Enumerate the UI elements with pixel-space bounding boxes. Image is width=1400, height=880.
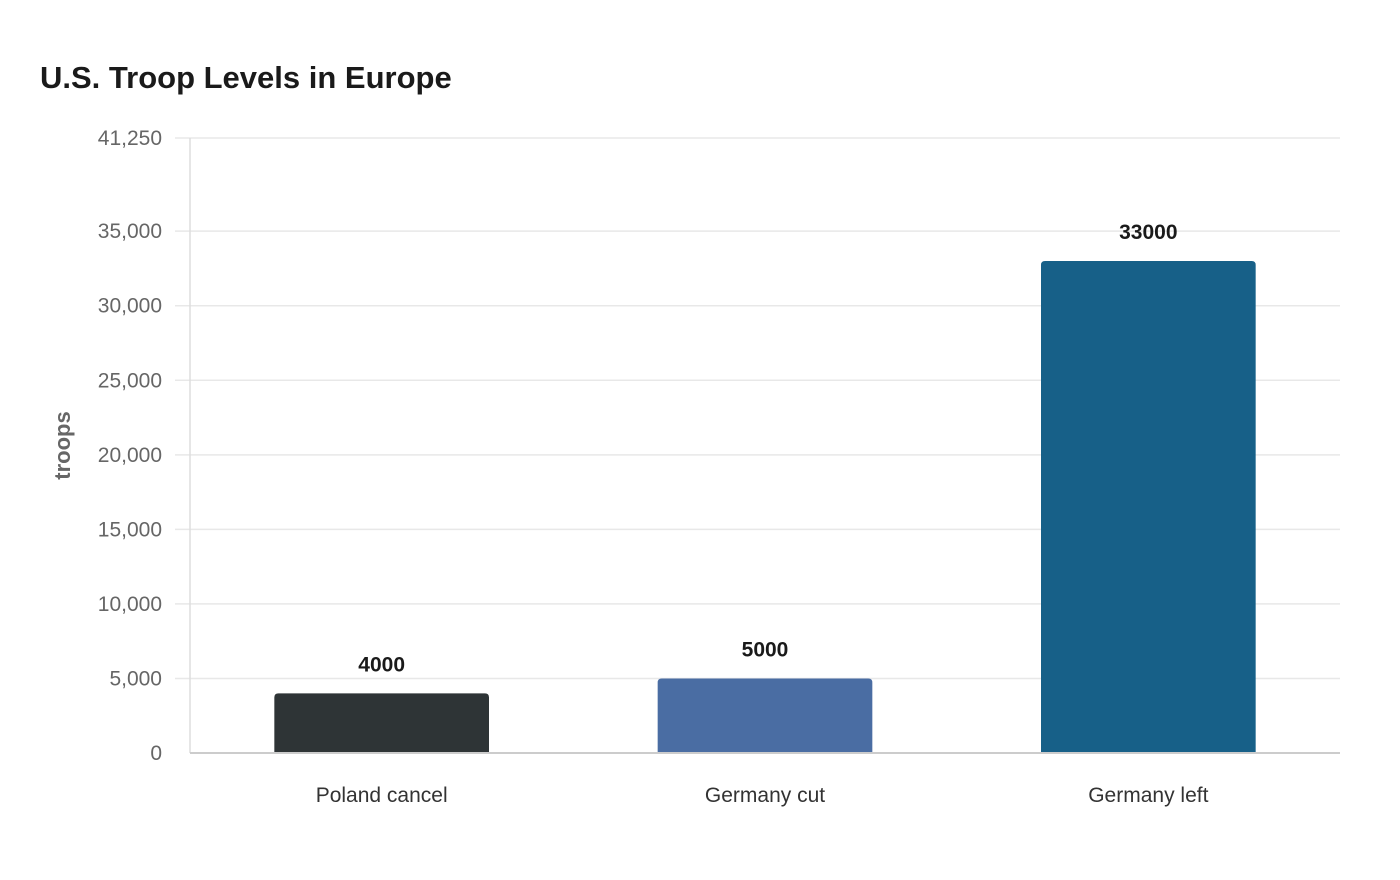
y-tick-label: 0 bbox=[150, 742, 162, 765]
bar-germany-cut bbox=[657, 678, 873, 753]
y-tick-label: 5,000 bbox=[109, 667, 162, 690]
x-axis-categories: Poland cancel Germany cut Germany left bbox=[316, 784, 1209, 807]
bars bbox=[274, 261, 1256, 753]
y-tick-label: 25,000 bbox=[98, 369, 162, 392]
x-category-label: Germany left bbox=[1088, 784, 1208, 807]
y-tick-label: 30,000 bbox=[98, 295, 162, 318]
y-tick-label: 15,000 bbox=[98, 518, 162, 541]
value-labels: 4000 5000 33000 bbox=[358, 221, 1177, 676]
bar-poland-cancel bbox=[274, 693, 489, 753]
y-axis-ticks: 0 5,000 10,000 15,000 20,000 25,000 30,000 35,0… bbox=[98, 127, 162, 765]
x-category-label: Poland cancel bbox=[316, 784, 448, 807]
chart-title: U.S. Troop Levels in Europe bbox=[40, 60, 452, 95]
bar-value-label: 33000 bbox=[1119, 221, 1177, 244]
y-tick-label: 10,000 bbox=[98, 593, 162, 616]
x-category-label: Germany cut bbox=[705, 784, 825, 807]
bar-germany-left bbox=[1041, 261, 1256, 753]
y-tick-label: 20,000 bbox=[98, 444, 162, 467]
bar-value-label: 4000 bbox=[358, 653, 405, 676]
bar-value-label: 5000 bbox=[742, 638, 789, 661]
y-axis-title: troops bbox=[50, 411, 75, 479]
gridlines bbox=[175, 137, 1340, 680]
y-tick-label: 35,000 bbox=[98, 220, 162, 243]
y-tick-label: 41,250 bbox=[98, 127, 162, 150]
